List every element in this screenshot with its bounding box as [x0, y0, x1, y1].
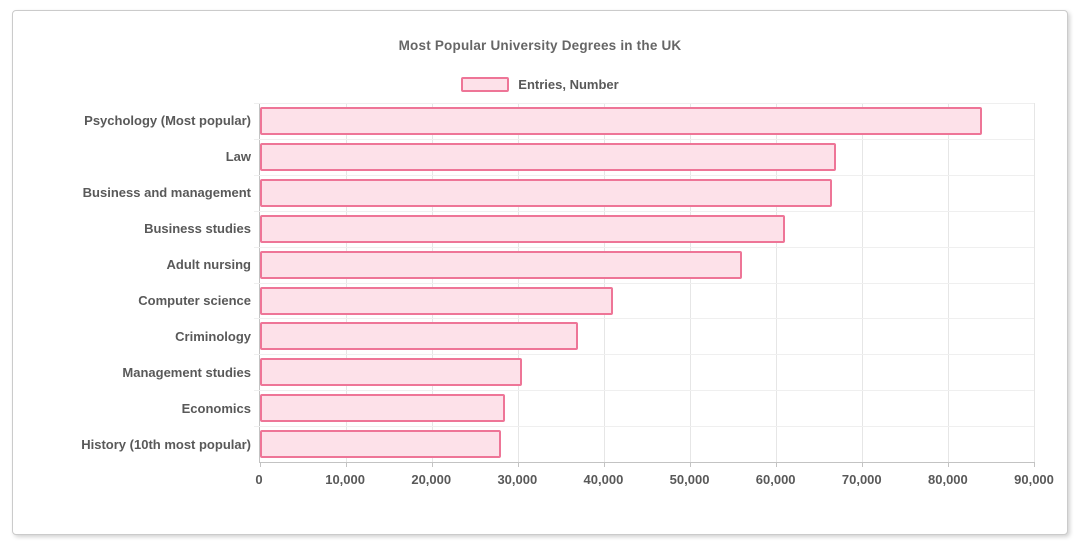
- y-category-label: Business and management: [82, 185, 251, 200]
- plot-area: [254, 103, 1035, 467]
- legend-item[interactable]: Entries, Number: [13, 75, 1067, 93]
- legend-label: Entries, Number: [518, 76, 619, 92]
- row-gridline: [254, 210, 1034, 212]
- y-category-label: Psychology (Most popular): [84, 113, 251, 128]
- x-tick-label: 0: [255, 472, 263, 487]
- x-tick-label: 70,000: [841, 472, 882, 487]
- chart-title: Most Popular University Degrees in the U…: [398, 38, 682, 53]
- y-category-label: Computer science: [138, 293, 251, 308]
- bar-business-studies[interactable]: [260, 214, 785, 243]
- y-category-label: Criminology: [175, 329, 251, 344]
- y-category-label: Economics: [181, 401, 251, 416]
- x-gridline: [1034, 103, 1035, 462]
- row-gridline: [254, 174, 1034, 176]
- x-tick-label: 20,000: [411, 472, 452, 487]
- row-gridline: [254, 246, 1034, 248]
- bar-adult-nursing[interactable]: [260, 250, 742, 279]
- legend-swatch: [461, 76, 510, 92]
- bar-economics[interactable]: [260, 394, 506, 423]
- x-axis-tick: [604, 462, 605, 467]
- x-axis-tick: [260, 462, 261, 467]
- bar-psychology-most-popular[interactable]: [260, 107, 983, 135]
- x-axis-tick: [690, 462, 691, 467]
- row-gridline: [254, 426, 1034, 428]
- x-axis-tick: [862, 462, 863, 467]
- row-gridline: [254, 282, 1034, 284]
- row-gridline: [254, 390, 1034, 392]
- row-gridline: [254, 318, 1034, 320]
- x-tick-label: 60,000: [755, 472, 796, 487]
- row-gridline: [254, 354, 1034, 356]
- x-axis-tick: [1034, 462, 1035, 467]
- x-axis-labels: 0 10,000 20,000 30,000 40,000 50,000 60,000 70,…: [255, 472, 1054, 490]
- bar-criminology[interactable]: [260, 322, 579, 351]
- chart-card: Most Popular University Degrees in the U…: [12, 10, 1068, 535]
- y-category-label: Adult nursing: [166, 257, 252, 272]
- x-axis-tick: [517, 462, 519, 467]
- x-axis-tick: [775, 462, 777, 467]
- x-tick-label: 90,000: [1014, 472, 1054, 487]
- bar-business-and-management[interactable]: [260, 178, 832, 207]
- y-category-label: Management studies: [122, 365, 251, 380]
- y-axis-labels: Psychology (Most popular) Law Business and…: [13, 103, 251, 463]
- y-category-label: History (10th most popular): [81, 437, 251, 452]
- y-category-label: Business studies: [144, 221, 251, 236]
- x-tick-label: 80,000: [927, 472, 968, 487]
- x-axis-tick: [346, 462, 347, 467]
- bar-law[interactable]: [260, 142, 837, 171]
- bar-history-10th-most-popular[interactable]: [260, 430, 501, 459]
- bar-computer-science[interactable]: [260, 286, 613, 315]
- x-tick-label: 30,000: [497, 472, 538, 487]
- y-category-label: Law: [225, 149, 251, 164]
- x-tick-label: 50,000: [669, 472, 710, 487]
- x-tick-label: 40,000: [583, 472, 624, 487]
- x-tick-label: 10,000: [325, 472, 365, 487]
- bar-management-studies[interactable]: [260, 358, 523, 387]
- x-axis-tick: [948, 462, 949, 467]
- row-gridline: [254, 103, 1034, 104]
- x-axis-tick: [432, 462, 433, 467]
- row-gridline: [254, 138, 1034, 140]
